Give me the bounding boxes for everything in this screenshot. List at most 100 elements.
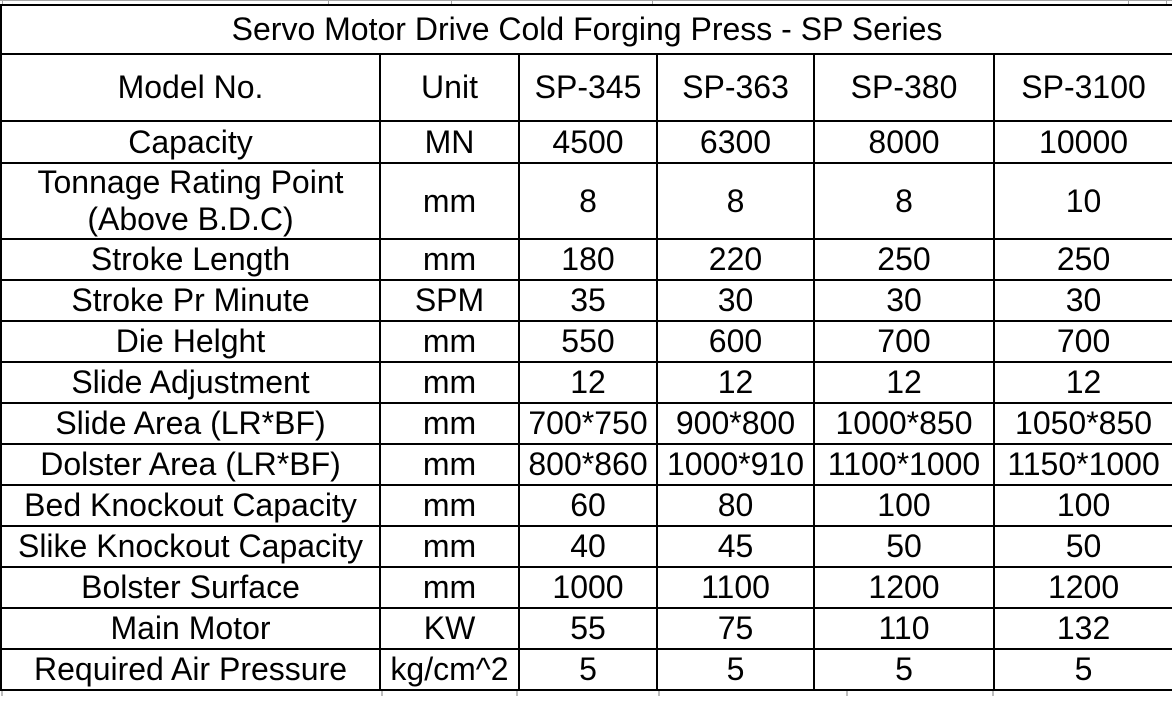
- row-value: 4500: [518, 120, 658, 164]
- row-unit: mm: [379, 162, 520, 240]
- row-value: 1100*1000: [813, 443, 995, 486]
- row-value: 900*800: [656, 402, 815, 445]
- row-label: Slide Adjustment: [0, 361, 381, 404]
- row-unit: KW: [379, 607, 520, 650]
- gridline-tick: [451, 1, 452, 4]
- column-header-sp-380: SP-380: [813, 53, 995, 122]
- row-value: 12: [813, 361, 995, 404]
- row-unit: mm: [379, 238, 520, 281]
- gridline-tick: [658, 691, 660, 696]
- row-value: 45: [656, 525, 815, 568]
- row-value: 700: [813, 320, 995, 363]
- row-unit: mm: [379, 320, 520, 363]
- spec-table: Servo Motor Drive Cold Forging Press - S…: [0, 4, 1172, 691]
- row-value: 5: [992, 648, 1172, 691]
- row-unit: mm: [379, 525, 520, 568]
- row-value: 800*860: [518, 443, 658, 486]
- column-header-sp-3100: SP-3100: [992, 53, 1172, 122]
- gridline-tick: [652, 1, 653, 4]
- title-row: Servo Motor Drive Cold Forging Press - S…: [0, 4, 1172, 55]
- table-title: Servo Motor Drive Cold Forging Press - S…: [0, 4, 1172, 55]
- row-value: 30: [992, 279, 1172, 322]
- row-stroke-length: Stroke Length mm 180 220 250 250: [0, 238, 1172, 281]
- row-main-motor: Main Motor KW 55 75 110 132: [0, 607, 1172, 650]
- row-value: 1000*850: [813, 402, 995, 445]
- row-value: 700*750: [518, 402, 658, 445]
- row-die-height: Die Helght mm 550 600 700 700: [0, 320, 1172, 363]
- row-label: Capacity: [0, 120, 381, 164]
- column-header-sp-363: SP-363: [656, 53, 815, 122]
- row-unit: mm: [379, 361, 520, 404]
- row-value: 1200: [813, 566, 995, 609]
- row-value: 8000: [813, 120, 995, 164]
- row-value: 100: [992, 484, 1172, 527]
- row-value: 75: [656, 607, 815, 650]
- row-value: 30: [656, 279, 815, 322]
- row-value: 30: [813, 279, 995, 322]
- row-value: 250: [992, 238, 1172, 281]
- row-value: 6300: [656, 120, 815, 164]
- column-header-unit: Unit: [379, 53, 520, 122]
- row-value: 5: [813, 648, 995, 691]
- row-label: Dolster Area (LR*BF): [0, 443, 381, 486]
- row-value: 8: [518, 162, 658, 240]
- row-value: 1200: [992, 566, 1172, 609]
- row-value: 8: [656, 162, 815, 240]
- row-value: 180: [518, 238, 658, 281]
- gridline-tick: [1166, 1, 1167, 4]
- gridline-tick: [992, 691, 994, 696]
- row-value: 50: [813, 525, 995, 568]
- row-value: 1000: [518, 566, 658, 609]
- row-value: 1050*850: [992, 402, 1172, 445]
- row-unit: mm: [379, 566, 520, 609]
- gridline-tick: [1128, 1, 1129, 4]
- row-value: 5: [518, 648, 658, 691]
- row-unit: MN: [379, 120, 520, 164]
- row-required-air-pressure: Required Air Pressure kg/cm^2 5 5 5 5: [0, 648, 1172, 691]
- row-value: 1000*910: [656, 443, 815, 486]
- row-value: 550: [518, 320, 658, 363]
- row-value: 700: [992, 320, 1172, 363]
- row-unit: mm: [379, 484, 520, 527]
- row-value: 250: [813, 238, 995, 281]
- row-value: 55: [518, 607, 658, 650]
- row-slide-knockout-capacity: Slike Knockout Capacity mm 40 45 50 50: [0, 525, 1172, 568]
- row-bed-knockout-capacity: Bed Knockout Capacity mm 60 80 100 100: [0, 484, 1172, 527]
- row-label: Required Air Pressure: [0, 648, 381, 691]
- row-value: 12: [656, 361, 815, 404]
- row-value: 80: [656, 484, 815, 527]
- row-label: Main Motor: [0, 607, 381, 650]
- row-stroke-pr-minute: Stroke Pr Minute SPM 35 30 30 30: [0, 279, 1172, 322]
- row-value: 110: [813, 607, 995, 650]
- row-label: Slike Knockout Capacity: [0, 525, 381, 568]
- row-slide-adjustment: Slide Adjustment mm 12 12 12 12: [0, 361, 1172, 404]
- row-value: 50: [992, 525, 1172, 568]
- row-label: Slide Area (LR*BF): [0, 402, 381, 445]
- partial-row-above: [0, 0, 1172, 4]
- row-value: 40: [518, 525, 658, 568]
- row-value: 12: [992, 361, 1172, 404]
- gridline-tick: [1, 691, 3, 696]
- row-unit: mm: [379, 402, 520, 445]
- row-label: Bed Knockout Capacity: [0, 484, 381, 527]
- gridline-tick: [2, 1, 3, 4]
- partial-row-below: [0, 691, 1172, 697]
- row-bolster-surface: Bolster Surface mm 1000 1100 1200 1200: [0, 566, 1172, 609]
- row-value: 60: [518, 484, 658, 527]
- row-value: 1100: [656, 566, 815, 609]
- row-value: 10: [992, 162, 1172, 240]
- row-value: 10000: [992, 120, 1172, 164]
- gridline-tick: [516, 691, 518, 696]
- row-unit: SPM: [379, 279, 520, 322]
- row-unit: kg/cm^2: [379, 648, 520, 691]
- row-label: Bolster Surface: [0, 566, 381, 609]
- row-capacity: Capacity MN 4500 6300 8000 10000: [0, 120, 1172, 164]
- row-value: 12: [518, 361, 658, 404]
- row-value: 132: [992, 607, 1172, 650]
- gridline-tick: [381, 691, 383, 696]
- row-slide-area: Slide Area (LR*BF) mm 700*750 900*800 10…: [0, 402, 1172, 445]
- row-label: Tonnage Rating Point (Above B.D.C): [0, 162, 381, 240]
- row-label: Stroke Length: [0, 238, 381, 281]
- gridline-tick: [846, 691, 848, 696]
